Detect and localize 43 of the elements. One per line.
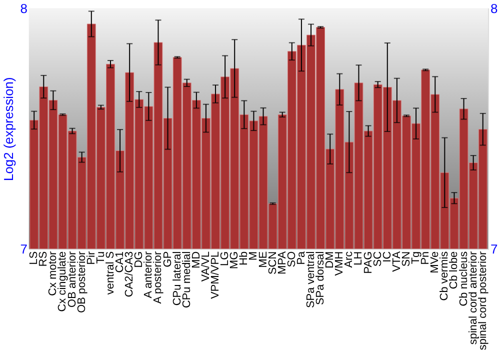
x-tick-label: Cx cingulate: [56, 251, 69, 312]
x-tick-label: SO: [286, 251, 298, 268]
x-tick-label: VMH: [334, 251, 346, 276]
x-tick-label: DM: [324, 251, 336, 268]
x-tick-label: GP: [162, 251, 174, 268]
x-tick-label: M: [248, 251, 260, 260]
x-tick-label: MPA: [276, 250, 288, 274]
x-tick-label: VTA: [390, 250, 403, 272]
x-tick-label: Pa: [295, 250, 308, 265]
x-tick-label: Pir: [85, 251, 98, 265]
x-tick-label: RS: [38, 251, 50, 267]
x-tick-label: CPu medial: [180, 251, 193, 308]
x-tick-label: DG: [133, 251, 146, 268]
y-axis-title: Log2 (expression): [1, 77, 16, 181]
x-tick-label: Hb: [238, 251, 250, 266]
x-tick-label: Pn: [420, 251, 432, 265]
x-tick-label: OB posterior: [76, 251, 88, 313]
x-tick-label: spinal cord anterior: [467, 251, 480, 345]
x-tick-label: SPa dorsal: [314, 251, 327, 306]
x-tick-label: SPa ventral: [304, 251, 317, 308]
x-tick-label: OB anterior: [66, 251, 78, 308]
x-tick-label: Arc: [343, 250, 356, 268]
x-tick-label: Cb lobe: [448, 251, 460, 290]
x-tick-label: SCN: [266, 251, 279, 275]
x-tick-label: A anterior: [142, 251, 155, 298]
x-tick-label: VA/VL: [200, 251, 212, 282]
x-tick-label: SN: [400, 251, 412, 267]
x-tick-label: MVe: [429, 251, 442, 274]
x-tick-label: SC: [372, 251, 384, 267]
x-tick-label: IC: [381, 251, 394, 262]
y2-tick-label: 8: [490, 0, 498, 16]
x-tick-label: LH: [352, 251, 365, 266]
x-tick-label: ME: [257, 251, 270, 268]
x-tick-label: spinal cord posterior: [476, 251, 489, 350]
x-tick-label: PAG: [362, 251, 374, 274]
x-tick-label: Tu: [94, 251, 107, 264]
x-tick-label: MD: [190, 251, 202, 268]
x-tick-label: Cb nucleus: [458, 250, 470, 306]
x-tick-label: Tg: [410, 251, 422, 264]
y2-tick-label: 7: [490, 241, 498, 256]
x-tick-label: CPu lateral: [171, 251, 184, 306]
x-tick-label: A posterior: [152, 251, 164, 304]
x-tick-label: ventral S: [104, 251, 116, 295]
